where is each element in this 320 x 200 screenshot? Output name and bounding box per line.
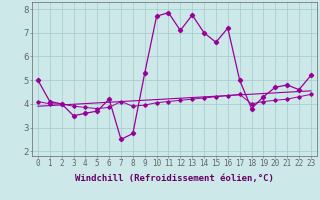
X-axis label: Windchill (Refroidissement éolien,°C): Windchill (Refroidissement éolien,°C) bbox=[75, 174, 274, 183]
